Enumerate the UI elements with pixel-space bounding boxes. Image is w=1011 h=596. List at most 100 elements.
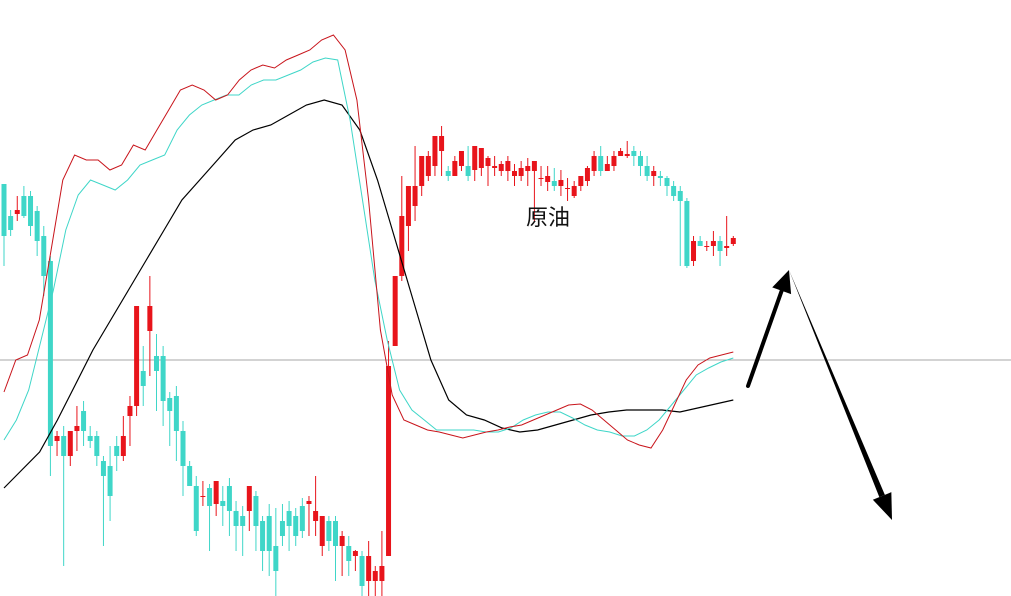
candle-up [306,501,312,504]
candle-down [94,436,100,456]
arrow-up-head [772,270,792,295]
candle-down [41,236,47,276]
candle-up [584,168,590,181]
candle-up [313,511,319,521]
chart-title: 原油 [526,206,571,231]
candle-up [571,186,577,196]
candle-down [664,178,670,186]
candle-up [558,180,564,186]
candle-up [478,148,484,168]
arrow-down-shaft [789,270,885,498]
candle-down [114,446,120,456]
candle-up [611,156,617,166]
candle-down [697,241,703,246]
candle-down [140,371,146,386]
candle-up [691,241,697,261]
candle-up [392,276,398,346]
candle-down [21,196,27,216]
candle-up [485,158,491,166]
candle-down [677,191,683,201]
candle-down [445,171,451,176]
candle-up [604,164,610,171]
moving-averages-layer [3,34,734,489]
candle-up [458,151,464,166]
candle-up [412,186,418,206]
candle-down [684,201,690,266]
candle-down [240,516,246,526]
candle-down [598,156,604,171]
candle-down [173,396,179,431]
candle-down [299,506,305,531]
candle-up [399,216,405,276]
candle-up [565,188,571,189]
candle-up [366,556,372,581]
candle-up [213,481,219,504]
candle-up [498,164,504,171]
candle-down [1,184,7,236]
candle-up [379,566,385,581]
candle-down [233,511,239,526]
candle-up [425,156,431,176]
candle-up [492,166,498,168]
candle-up [512,171,518,176]
candle-down [28,196,34,226]
candle-down [671,186,677,196]
ma-mid-line [3,57,734,441]
candle-down [293,516,299,536]
candle-up [710,241,716,246]
candle-down [107,466,113,496]
candle-down [631,151,637,156]
candles-layer [1,126,736,596]
candle-up [538,178,544,179]
candle-down [279,521,285,536]
candle-down [226,486,232,511]
candle-up [505,161,511,171]
candle-down [100,461,106,476]
candle-down [187,466,193,486]
candle-up [624,154,630,156]
candle-down [81,411,87,431]
candle-up [730,238,736,244]
candle-down [644,166,650,176]
candle-down [153,356,159,371]
candle-down [253,496,259,526]
candle-down [8,216,14,230]
candle-up [724,246,730,248]
arrows-layer [746,270,892,520]
candle-up [432,136,438,166]
candle-down [359,556,365,586]
arrow-down-head [872,492,892,520]
candle-up [67,431,73,456]
ma-fast-line [3,34,734,449]
candle-up [452,161,458,176]
candle-up [386,366,392,556]
candle-up [704,246,710,247]
candle-down [657,176,663,178]
candle-up [372,571,378,581]
candle-down [87,436,93,441]
candle-up [525,166,531,171]
candle-down [551,181,557,186]
candle-up [134,306,140,406]
candle-down [333,521,338,546]
candle-down [346,546,352,561]
candle-down [207,488,213,506]
candle-down [47,261,53,446]
candle-up [339,536,345,546]
candle-up [518,168,524,176]
candle-down [465,166,471,176]
candle-up [472,146,478,170]
candle-down [326,521,332,541]
candle-up [352,551,358,556]
candle-down [637,156,643,166]
candle-down [286,511,292,526]
candle-down [273,546,279,571]
candle-down [266,516,272,551]
candle-up [14,210,20,214]
candle-up [74,426,80,431]
arrow-up-shaft [746,288,784,388]
candle-down [61,436,67,456]
candle-up [545,176,551,182]
candle-up [127,406,133,416]
